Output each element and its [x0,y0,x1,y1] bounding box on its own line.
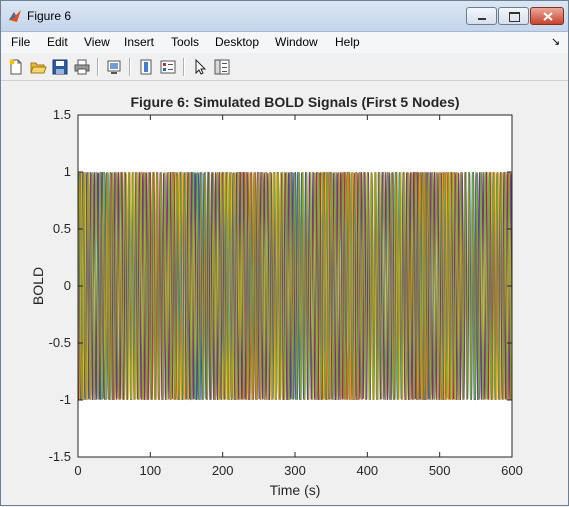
close-button[interactable] [530,7,564,25]
menu-insert[interactable]: Insert [124,35,155,49]
toolbar-separator [183,58,185,76]
minimize-button[interactable] [466,7,497,25]
dock-arrow-icon[interactable]: ↘ [551,36,561,48]
menu-window[interactable]: Window [275,35,318,49]
x-tick-label: 600 [501,463,523,478]
maximize-icon [509,12,520,22]
menu-file[interactable]: File [11,35,31,49]
menu-view[interactable]: View [84,35,110,49]
y-tick-label: -0.5 [49,335,71,350]
menu-desktop[interactable]: Desktop [215,35,260,49]
menu-help[interactable]: Help [335,35,360,49]
x-tick-label: 300 [284,463,306,478]
y-tick-label: 1 [64,164,71,179]
maximize-button[interactable] [498,7,529,25]
edit-plot-icon[interactable] [191,58,209,76]
menu-tools[interactable]: Tools [171,35,200,49]
x-tick-label: 0 [74,463,81,478]
minimize-icon [478,18,486,20]
menu-bar: File Edit View Insert Tools Desktop Wind… [1,32,568,53]
toolbar [1,54,568,81]
y-axis-label: BOLD [30,267,46,305]
matlab-logo-icon [9,10,21,22]
save-icon[interactable] [51,58,69,76]
x-axis-label: Time (s) [270,482,321,498]
link-plot-icon[interactable] [105,58,123,76]
x-tick-label: 400 [356,463,378,478]
y-tick-label: 0 [64,278,71,293]
series-line-5 [77,171,513,401]
toolbar-separator [97,58,99,76]
y-tick-label: -1.5 [49,449,71,464]
chart-title: Figure 6: Simulated BOLD Signals (First … [130,94,459,110]
x-tick-label: 100 [139,463,161,478]
menu-edit[interactable]: Edit [47,35,68,49]
window-title: Figure 6 [27,9,72,23]
y-tick-label: 0.5 [53,221,71,236]
y-tick-label: -1 [59,392,71,407]
bold-signals-chart[interactable]: 0 100 200 300 400 500 600 -1.5 -1 -0.5 0 0.5 1 1.5 Fi… [5,82,565,502]
toolbar-separator [129,58,131,76]
y-tick-label: 1.5 [53,107,71,122]
insert-legend-icon[interactable] [159,58,177,76]
property-inspector-icon[interactable] [213,58,231,76]
figure-canvas: 0 100 200 300 400 500 600 -1.5 -1 -0.5 0 0.5 1 1.5 Fi… [5,82,565,502]
close-icon [543,12,553,21]
x-tick-label: 500 [429,463,451,478]
title-bar[interactable]: Figure 6 [1,1,568,32]
open-file-icon[interactable] [29,58,47,76]
insert-colorbar-icon[interactable] [137,58,155,76]
print-icon[interactable] [73,58,91,76]
new-figure-icon[interactable] [7,58,25,76]
x-tick-label: 200 [212,463,234,478]
